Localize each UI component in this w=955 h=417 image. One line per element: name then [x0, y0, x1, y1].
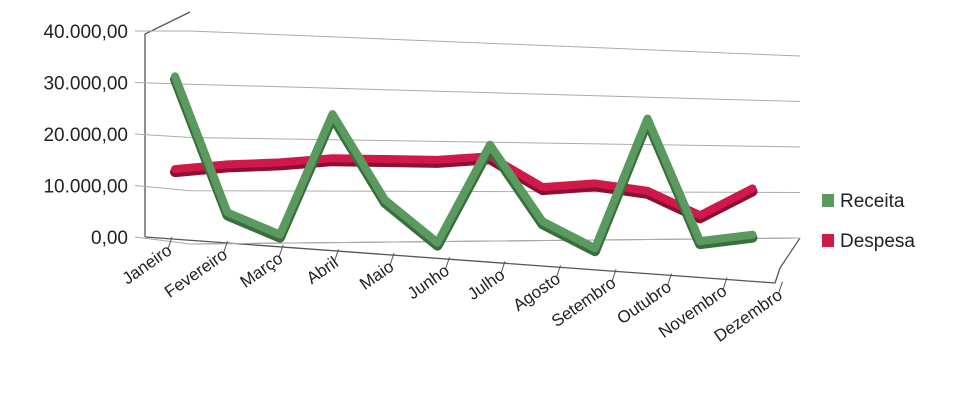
- x-tick-mark: [667, 273, 672, 286]
- series-layer: [170, 72, 758, 257]
- y-tick-label: 10.000,00: [43, 177, 128, 198]
- legend-label-despesa: Despesa: [840, 231, 915, 252]
- x-tick-label: Março: [237, 249, 287, 292]
- x-tick-mark: [778, 281, 783, 294]
- gridlines: [134, 30, 801, 245]
- x-tick-label: Junho: [404, 261, 453, 303]
- series-line-receita: [171, 72, 757, 253]
- x-tick-mark: [278, 244, 284, 258]
- x-tick-mark: [223, 240, 228, 254]
- x-tick-mark: [611, 269, 617, 282]
- x-tick-mark: [556, 265, 561, 278]
- x-tick-mark: [389, 253, 395, 266]
- series-line-despesa: [171, 152, 757, 220]
- legend-label-receita: Receita: [840, 191, 905, 212]
- floor-front-edge: [144, 236, 781, 284]
- x-tick-label: Agosto: [510, 269, 564, 315]
- x-tick-mark: [167, 236, 173, 250]
- floor-right-edge: [779, 237, 801, 269]
- gridline: [134, 82, 801, 102]
- legend-swatch-receita: [822, 194, 834, 207]
- gridline: [134, 185, 801, 193]
- gridline: [134, 133, 801, 148]
- y-tick-label: 0,00: [91, 228, 128, 249]
- gridline: [135, 30, 801, 57]
- y-axis-ticks: 0,00 10.000,00 20.000,00 30.000,00 40.000,00: [43, 22, 128, 249]
- legend-swatch-despesa: [822, 234, 834, 247]
- x-tick-mark: [334, 248, 339, 262]
- y-tick-label: 30.000,00: [43, 74, 128, 95]
- x-tick-mark: [500, 261, 506, 274]
- y-tick-label: 40.000,00: [43, 22, 128, 43]
- y-tick-label: 20.000,00: [43, 125, 128, 146]
- legend: Receita Despesa: [822, 191, 915, 252]
- x-tick-mark: [445, 257, 450, 270]
- left-wall-edge: [144, 11, 191, 237]
- x-tick-mark: [722, 277, 728, 290]
